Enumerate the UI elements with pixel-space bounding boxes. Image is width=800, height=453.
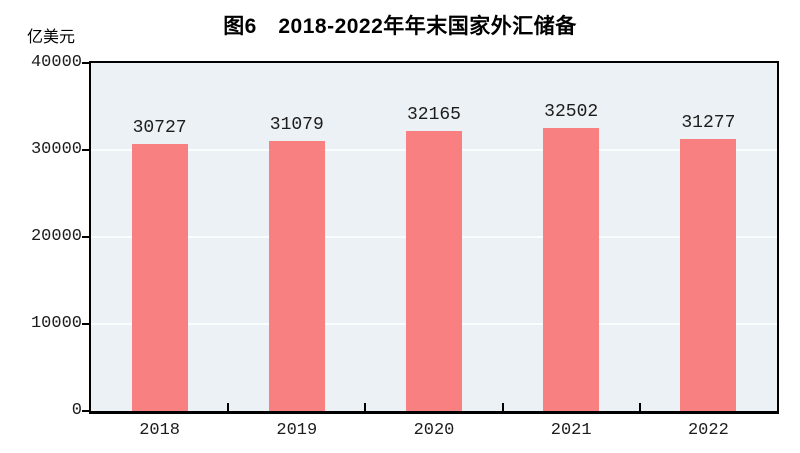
y-tick-mark-10000 xyxy=(82,323,89,325)
y-tick-label-30000: 30000 xyxy=(30,140,82,159)
x-tick-mark-2 xyxy=(364,403,367,411)
x-tick-mark-1 xyxy=(227,403,230,411)
x-tick-label-2021: 2021 xyxy=(550,421,592,440)
y-tick-mark-20000 xyxy=(82,236,89,238)
x-tick-label-2019: 2019 xyxy=(276,421,318,440)
y-tick-label-40000: 40000 xyxy=(30,53,82,72)
y-tick-mark-30000 xyxy=(82,149,89,151)
x-tick-mark-3 xyxy=(501,403,504,411)
y-tick-mark-40000 xyxy=(82,62,89,64)
y-tick-label-0: 0 xyxy=(71,401,82,420)
y-tick-label-20000: 20000 xyxy=(30,227,82,246)
bar-2020 xyxy=(406,131,462,411)
y-axis-unit-label: 亿美元 xyxy=(27,29,76,46)
data-label-2020: 32165 xyxy=(406,105,461,126)
data-label-2021: 32502 xyxy=(544,102,599,123)
bar-2022 xyxy=(680,138,737,411)
bar-2019 xyxy=(268,140,325,411)
y-tick-mark-0 xyxy=(82,410,89,412)
bar-2018 xyxy=(131,143,188,411)
x-tick-label-2018: 2018 xyxy=(139,421,180,440)
x-tick-label-2022: 2022 xyxy=(687,421,729,440)
data-label-2019: 31079 xyxy=(269,114,324,135)
x-tick-mark-4 xyxy=(638,403,641,411)
chart-title: 图6 2018-2022年年末国家外汇储备 xyxy=(223,15,577,38)
bar-2021 xyxy=(543,128,600,411)
data-label-2022: 31277 xyxy=(681,112,736,133)
plot-area xyxy=(89,61,779,414)
data-label-2018: 30727 xyxy=(132,117,187,138)
y-tick-label-10000: 10000 xyxy=(30,314,82,333)
x-tick-label-2020: 2020 xyxy=(413,421,455,440)
